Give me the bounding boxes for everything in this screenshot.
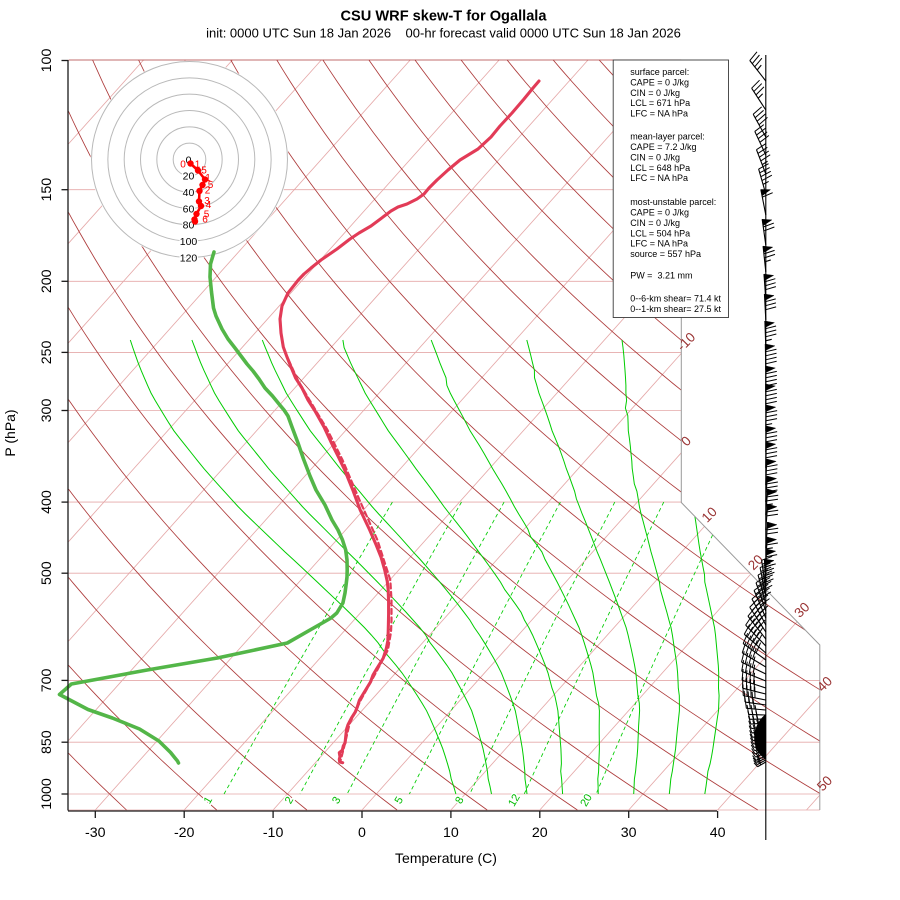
svg-text:20: 20 <box>183 171 195 183</box>
svg-text:100: 100 <box>39 49 55 73</box>
svg-text:CSU WRF skew-T for Ogallala: CSU WRF skew-T for Ogallala <box>341 9 548 25</box>
svg-text:250: 250 <box>39 340 55 364</box>
svg-text:LCL = 504 hPa: LCL = 504 hPa <box>630 228 690 238</box>
svg-text:40: 40 <box>183 187 195 199</box>
svg-text:6: 6 <box>202 215 208 226</box>
svg-text:CAPE = 0 J/kg: CAPE = 0 J/kg <box>630 77 689 87</box>
svg-text:60: 60 <box>183 203 195 215</box>
svg-text:LCL = 648 hPa: LCL = 648 hPa <box>630 163 690 173</box>
svg-text:30: 30 <box>621 825 637 841</box>
svg-text:1000: 1000 <box>39 778 55 810</box>
svg-text:120: 120 <box>180 252 198 264</box>
svg-text:CIN = 0 J/kg: CIN = 0 J/kg <box>630 152 680 162</box>
svg-text:3: 3 <box>204 196 210 207</box>
svg-text:5: 5 <box>204 210 210 221</box>
svg-text:200: 200 <box>39 269 55 293</box>
svg-text:700: 700 <box>39 668 55 692</box>
svg-text:surface parcel:: surface parcel: <box>630 67 689 77</box>
svg-text:mean-layer parcel:: mean-layer parcel: <box>630 132 705 142</box>
svg-text:0: 0 <box>358 825 366 841</box>
svg-text:-30: -30 <box>85 825 106 841</box>
svg-text:40: 40 <box>710 825 726 841</box>
svg-text:1: 1 <box>205 173 211 184</box>
svg-text:300: 300 <box>39 399 55 423</box>
svg-text:400: 400 <box>39 490 55 514</box>
svg-text:P (hPa): P (hPa) <box>2 409 18 456</box>
svg-text:PW = 3.21 mm: PW = 3.21 mm <box>630 271 692 281</box>
svg-text:2: 2 <box>205 186 211 197</box>
svg-text:20: 20 <box>532 825 548 841</box>
svg-text:10: 10 <box>443 825 459 841</box>
svg-text:Temperature (C): Temperature (C) <box>395 850 497 866</box>
svg-text:LFC = NA hPa: LFC = NA hPa <box>630 109 688 119</box>
svg-text:most-unstable parcel:: most-unstable parcel: <box>630 197 716 207</box>
svg-text:5: 5 <box>208 180 214 191</box>
svg-text:CAPE = 7.2 J/kg: CAPE = 7.2 J/kg <box>630 142 696 152</box>
svg-text:CAPE = 0 J/kg: CAPE = 0 J/kg <box>630 208 689 218</box>
svg-text:0--6-km shear= 71.4 kt: 0--6-km shear= 71.4 kt <box>630 294 721 304</box>
svg-text:0: 0 <box>186 154 192 166</box>
svg-text:-20: -20 <box>174 825 195 841</box>
svg-text:500: 500 <box>39 561 55 585</box>
svg-text:850: 850 <box>39 730 55 754</box>
svg-text:150: 150 <box>39 178 55 202</box>
svg-text:0: 0 <box>180 160 186 171</box>
svg-text:source = 557 hPa: source = 557 hPa <box>630 249 701 259</box>
svg-text:LCL = 671 hPa: LCL = 671 hPa <box>630 98 690 108</box>
svg-text:LFC = NA hPa: LFC = NA hPa <box>630 239 688 249</box>
svg-text:1: 1 <box>195 160 201 171</box>
svg-text:CIN = 0 J/kg: CIN = 0 J/kg <box>630 218 680 228</box>
svg-text:LFC = NA hPa: LFC = NA hPa <box>630 173 688 183</box>
svg-text:5: 5 <box>201 166 207 177</box>
svg-text:CIN = 0 J/kg: CIN = 0 J/kg <box>630 88 680 98</box>
svg-text:100: 100 <box>180 236 198 248</box>
svg-text:init: 0000 UTC Sun 18 Jan 2026: init: 0000 UTC Sun 18 Jan 2026 00-hr for… <box>206 26 681 41</box>
svg-text:-10: -10 <box>263 825 284 841</box>
svg-text:0--1-km shear= 27.5 kt: 0--1-km shear= 27.5 kt <box>630 304 721 314</box>
svg-text:4: 4 <box>206 200 212 211</box>
